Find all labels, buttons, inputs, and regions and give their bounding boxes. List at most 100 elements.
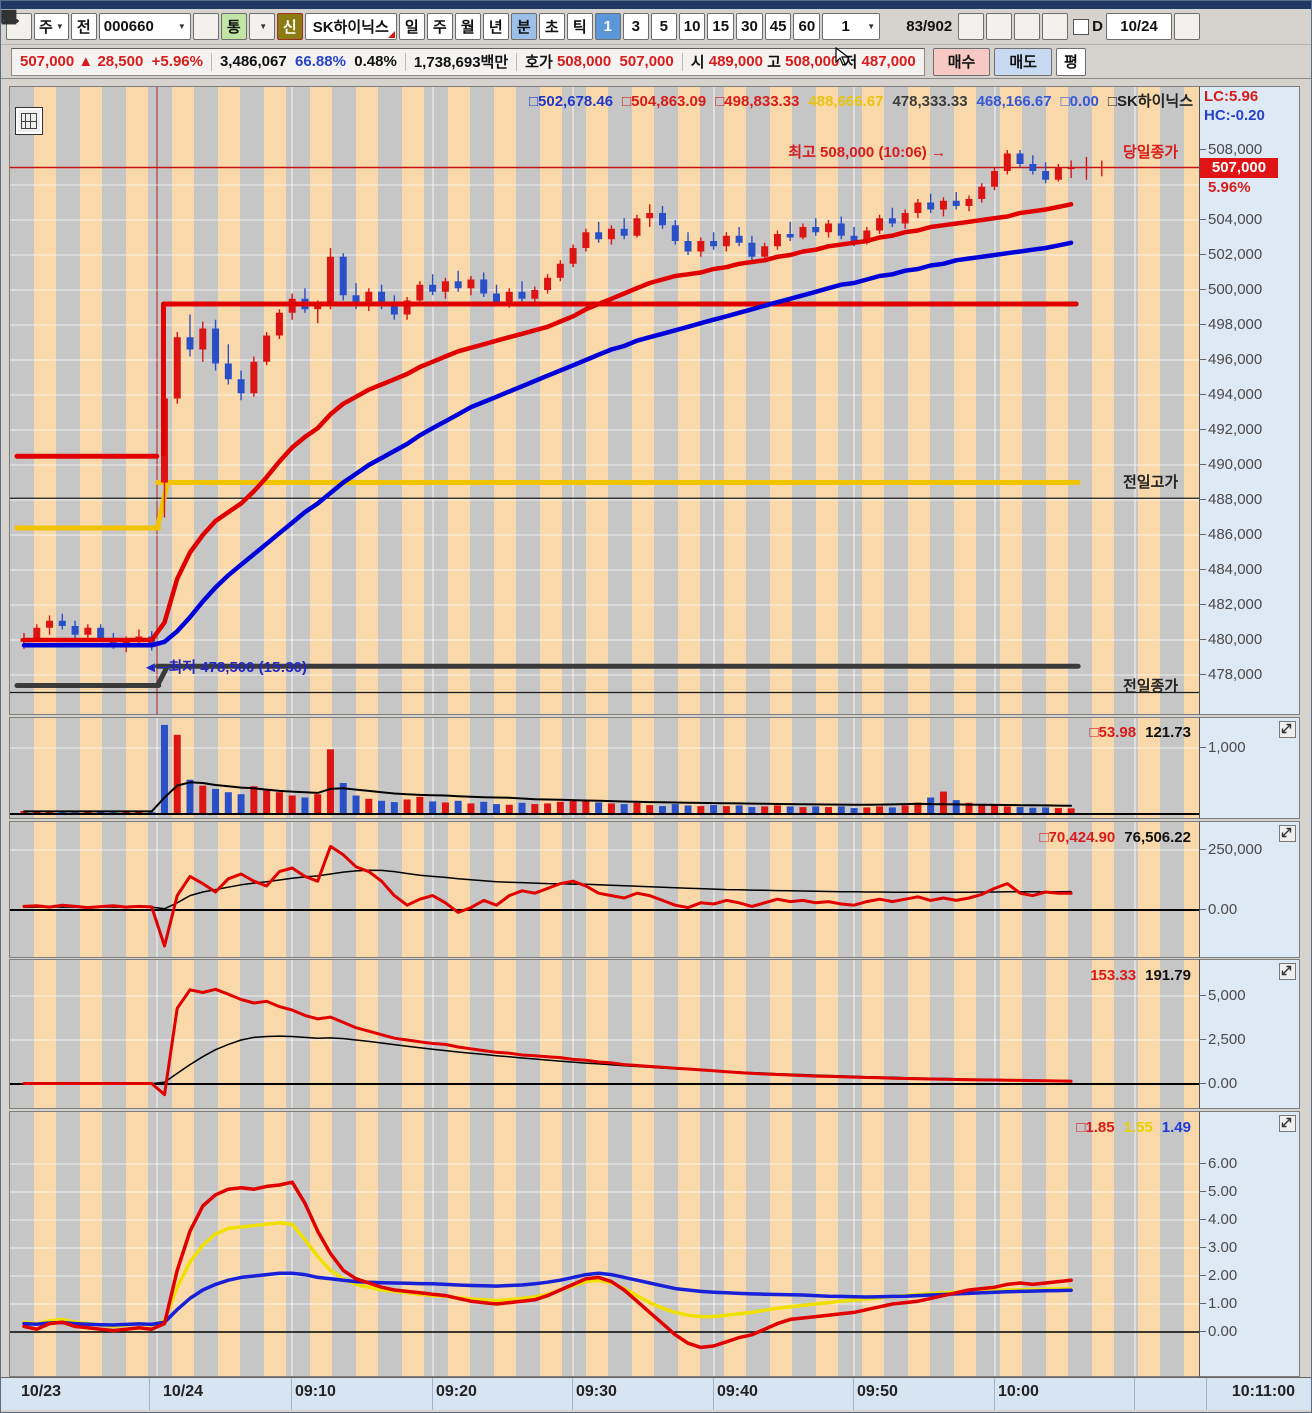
axis-label: 490,000 (1199, 456, 1263, 473)
p3-layer (10, 822, 1200, 957)
right-arrow-icon: → (930, 144, 946, 161)
d-checkbox[interactable]: D (1073, 18, 1103, 35)
expand-panel-icon[interactable] (1279, 1115, 1296, 1132)
axis-label: 496,000 (1199, 351, 1263, 368)
time-label-current: 10:11:00 (1231, 1383, 1295, 1400)
current-price-box: 507,000 (1200, 158, 1278, 178)
hc-value: HC:-0.20 (1204, 107, 1265, 124)
symbol-code-input[interactable]: 000660 ▼ (98, 13, 191, 40)
hoga-label: 호가 (525, 54, 553, 71)
period-combo[interactable]: 주 ▼ (34, 13, 69, 40)
gear-icon[interactable] (2, 10, 1069, 40)
tab-month[interactable]: 월 (454, 13, 481, 40)
axis-label: 6.00 (1199, 1155, 1238, 1172)
time-axis-separator (572, 1378, 573, 1410)
grid-tool-button[interactable] (15, 107, 43, 135)
price-change: 28,500 (97, 53, 144, 70)
axis-label: 504,000 (1199, 211, 1263, 228)
p3-price-axis: 250,000 0.00 (1199, 821, 1300, 958)
sell-button[interactable]: 매도 (994, 47, 1052, 76)
interval-30[interactable]: 30 (736, 13, 763, 40)
legend-value: 1.55 (1123, 1119, 1153, 1136)
main-price-axis: 504,000 502,000 500,000 498,000 496,000 494,0… (1199, 86, 1300, 715)
interval-5[interactable]: 5 (650, 13, 677, 40)
net-button[interactable]: 통 (220, 13, 247, 40)
ask-price: 508,000 (556, 53, 612, 70)
calendar-icon[interactable] (1, 10, 1201, 40)
time-axis-separator (713, 1378, 714, 1410)
axis-label: 498,000 (1199, 316, 1263, 333)
tab-minute[interactable]: 분 (510, 13, 537, 40)
turnover-ratio: 0.48% (354, 53, 397, 70)
indicator2-legend: 153.33 191.79 (9, 967, 1191, 984)
p5-layer (10, 1112, 1200, 1376)
chart-region: 최고 508,000 (10:06) → 당일종가 전일고가 전일종가 ◄─최저… (1, 79, 1311, 1412)
axis-label: 500,000 (1199, 281, 1263, 298)
day-high-annotation: 최고 508,000 (10:06) → (788, 144, 946, 161)
tab-week[interactable]: 주 (426, 13, 453, 40)
up-arrow-icon: ▲ (78, 53, 94, 70)
interval-15[interactable]: 15 (707, 13, 735, 40)
line-tool-icon[interactable] (1, 11, 1013, 40)
low-label: 저 (843, 54, 858, 71)
avg-button[interactable]: 평 (1055, 47, 1086, 76)
save-icon[interactable] (1, 9, 1041, 40)
axis-label: 3.00 (1199, 1239, 1238, 1256)
expand-panel-icon[interactable] (1279, 963, 1296, 980)
today-close-label: 당일종가 (1123, 144, 1179, 161)
mouse-cursor (835, 47, 850, 66)
expand-panel-icon[interactable] (1279, 721, 1296, 738)
time-label: 10:00 (998, 1383, 1039, 1400)
p4-layer (10, 960, 1200, 1108)
axis-label: 5,000 (1200, 987, 1246, 1004)
left-arrow-icon: ◄ (143, 659, 158, 676)
interval-45[interactable]: 45 (764, 13, 792, 40)
axis-label: 2,500 (1200, 1031, 1246, 1048)
high-price: 508,000 (785, 53, 840, 70)
chevron-down-icon: ▼ (177, 22, 186, 31)
axis-label: 486,000 (1199, 526, 1263, 543)
axis-label: 1.00 (1199, 1295, 1238, 1312)
new-badge[interactable]: 신 (276, 13, 303, 40)
legend-value: □1.85 (1076, 1119, 1115, 1136)
legend-value: □502,678.46 (528, 93, 614, 110)
interval-3[interactable]: 3 (622, 13, 649, 40)
custom-interval-input[interactable]: 1 ▼ (822, 13, 881, 40)
axis-label: 1,000 (1200, 739, 1246, 756)
date-input[interactable]: 10/24 (1106, 13, 1173, 40)
axis-label: 484,000 (1199, 561, 1263, 578)
tab-day[interactable]: 일 (398, 13, 425, 40)
main-layer (10, 87, 1200, 714)
bottom-strip (1, 1410, 1311, 1412)
checkbox-icon[interactable] (1073, 18, 1090, 35)
price-change-pct: +5.96% (151, 53, 203, 70)
indicator-panel-2 (9, 959, 1201, 1109)
expand-panel-icon[interactable] (1279, 825, 1296, 842)
buy-button[interactable]: 매수 (932, 47, 991, 76)
time-label: 10/24 (163, 1383, 204, 1400)
axis-label: 494,000 (1199, 386, 1263, 403)
search-icon[interactable] (2, 10, 219, 40)
legend-value: □504,863.09 (622, 93, 707, 110)
speaker-icon[interactable]: ▼ (3, 11, 275, 40)
time-axis-separator (1206, 1378, 1207, 1410)
tab-second[interactable]: 초 (538, 13, 565, 40)
axis-label: 4.00 (1199, 1211, 1238, 1228)
tab-tick[interactable]: 틱 (566, 13, 593, 40)
time-label: 10/23 (21, 1383, 62, 1400)
interval-60[interactable]: 60 (793, 13, 821, 40)
vol-price-axis: 1,000 (1199, 717, 1300, 819)
axis-label: 482,000 (1199, 596, 1263, 613)
prev-button[interactable]: 전 (70, 13, 97, 40)
tab-year[interactable]: 년 (482, 13, 509, 40)
p5-price-axis: 6.00 5.00 4.00 3.00 2.00 1.00 0.00 (1199, 1111, 1300, 1377)
prev-high-label: 전일고가 (1123, 474, 1179, 491)
chevron-down-icon: ▼ (259, 22, 268, 31)
interval-10[interactable]: 10 (678, 13, 706, 40)
indicator3-legend: □1.85 1.55 1.49 (9, 1119, 1191, 1136)
interval-1[interactable]: 1 (594, 13, 621, 40)
candle-tool-icon[interactable] (3, 10, 985, 40)
stock-name-label[interactable]: SK하이닉스 (304, 13, 397, 40)
day-low-annotation: ◄─최저 478,500 (15:30) (143, 659, 308, 676)
time-axis-separator (853, 1378, 854, 1410)
